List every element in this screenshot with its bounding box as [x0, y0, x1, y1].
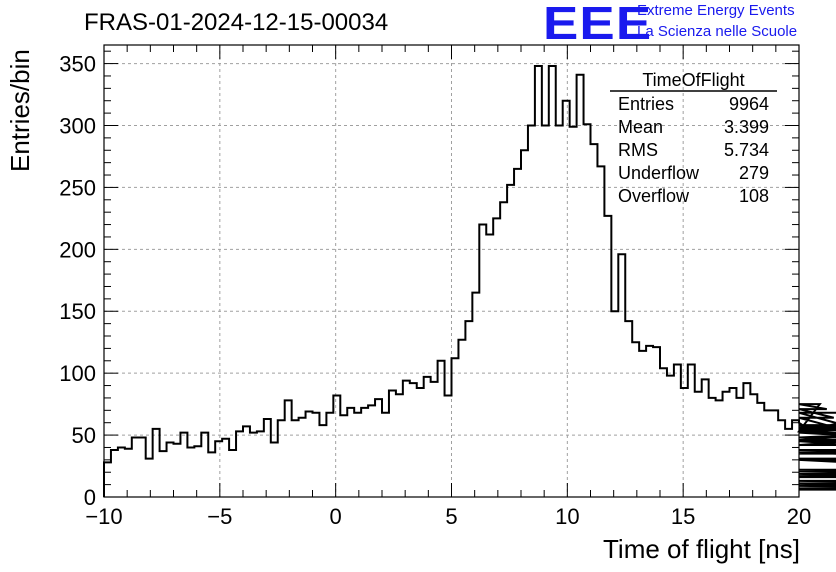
stats-row-value: 108: [739, 186, 769, 206]
y-tick-label: 300: [59, 113, 96, 138]
y-tick-label: 50: [72, 423, 96, 448]
logo-subtitle-line2: La Scienza nelle Scuole: [637, 23, 798, 40]
x-tick-label: 20: [787, 504, 811, 529]
stats-box-title: TimeOfFlight: [642, 70, 744, 90]
eee-logo: EEE: [543, 0, 653, 49]
plot-frame: [103, 44, 800, 498]
x-tick-label: −10: [85, 504, 122, 529]
stats-row-value: 3.399: [724, 117, 769, 137]
x-tick-label: 15: [671, 504, 695, 529]
x-tick-label: 5: [445, 504, 457, 529]
stats-row-label: Underflow: [618, 163, 700, 183]
y-tick-label: 350: [59, 52, 96, 77]
logo-subtitle-line1: Extreme Energy Events: [637, 2, 795, 19]
y-tick-label: 100: [59, 361, 96, 386]
histogram-series: [103, 65, 836, 497]
y-tick-label: 150: [59, 299, 96, 324]
stats-row-label: Mean: [618, 117, 663, 137]
stats-row-value: 9964: [729, 94, 769, 114]
chart-title: FRAS-01-2024-12-15-00034: [84, 9, 389, 36]
stats-row-label: Entries: [618, 94, 674, 114]
stats-row-value: 279: [739, 163, 769, 183]
x-tick-label: 10: [555, 504, 579, 529]
x-axis-label: Time of flight [ns]: [603, 534, 800, 564]
stats-row-label: RMS: [618, 140, 658, 160]
y-tick-label: 250: [59, 175, 96, 200]
x-tick-label: −5: [207, 504, 232, 529]
stats-row-value: 5.734: [724, 140, 769, 160]
stats-row-label: Overflow: [618, 186, 690, 206]
x-tick-label: 0: [330, 504, 342, 529]
y-tick-label: 200: [59, 237, 96, 262]
y-tick-label: 0: [84, 485, 96, 510]
